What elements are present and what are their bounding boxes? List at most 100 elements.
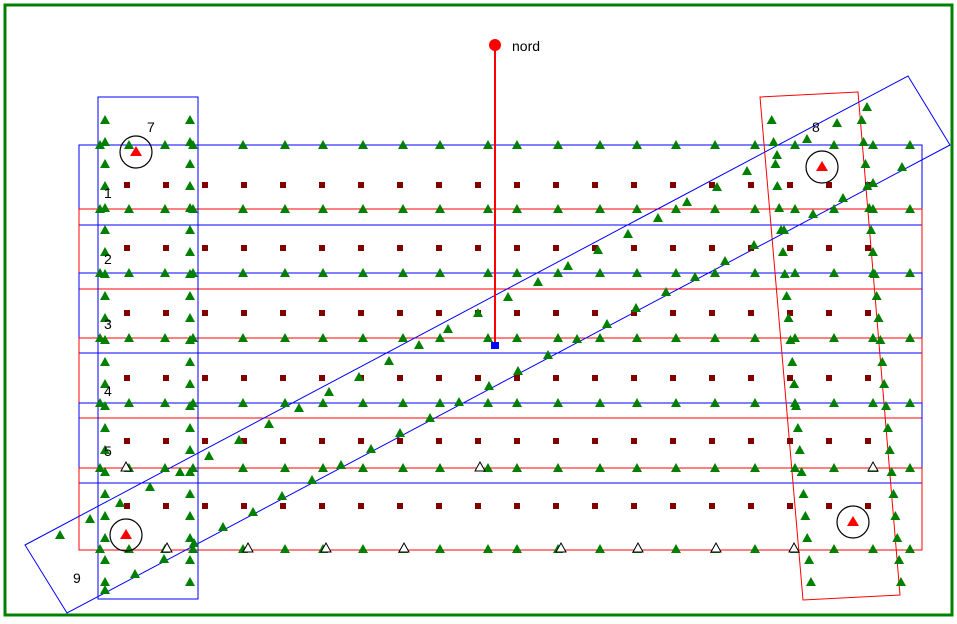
gcp-triangle [710, 333, 720, 342]
gcp-triangle [185, 225, 195, 234]
gcp-triangle [710, 463, 720, 472]
gcp-triangle [238, 463, 248, 472]
check-point-triangle [161, 541, 173, 553]
gcp-triangle [543, 350, 553, 359]
gcp-triangle [792, 423, 803, 432]
gcp-triangle [829, 333, 839, 342]
gcp-triangle [100, 511, 110, 520]
strip-label-9: 9 [73, 570, 81, 586]
gcp-triangle [435, 398, 445, 407]
gcp-triangle [435, 463, 445, 472]
gcp-triangle [358, 333, 368, 342]
gcp-triangle [324, 387, 334, 396]
gcp-triangle [358, 204, 368, 213]
gcp-triangle [892, 533, 903, 542]
tie-point [631, 182, 637, 188]
gcp-triangle [868, 178, 878, 187]
gcp-triangle [875, 335, 886, 344]
gcp-triangle [710, 268, 720, 277]
gcp-triangle [160, 463, 170, 472]
gcp-triangle [95, 463, 105, 472]
gcp-triangle [124, 140, 134, 149]
tie-point [358, 503, 364, 509]
tie-point [436, 438, 442, 444]
tie-point [280, 438, 286, 444]
gcp-triangle [829, 268, 839, 277]
gcp-triangle [435, 140, 445, 149]
gcp-triangle [791, 401, 802, 410]
tie-point [241, 375, 247, 381]
gcp-triangle [774, 203, 785, 212]
tie-point [670, 438, 676, 444]
gcp-triangle [750, 140, 760, 149]
gcp-triangle [873, 313, 884, 322]
gcp-triangle [280, 463, 290, 472]
tie-point [514, 503, 520, 509]
check-point-triangle [474, 460, 486, 472]
gcp-triangle [868, 544, 878, 553]
tie-point [202, 182, 208, 188]
ground-control-triangles [55, 102, 915, 594]
gcp-triangle [124, 268, 134, 277]
gcp-triangle [632, 398, 642, 407]
strip-1 [78, 144, 923, 226]
gcp-triangle [100, 401, 110, 410]
strip-8 [759, 91, 901, 601]
check-point-triangle [867, 460, 879, 472]
gcp-triangle [185, 555, 195, 564]
gcp-triangle [160, 333, 170, 342]
gcp-triangle [772, 181, 783, 190]
gcp-triangle [623, 229, 633, 238]
gcp-triangle [100, 533, 110, 542]
strip-6 [78, 467, 923, 551]
gcp-triangle [905, 268, 915, 277]
gcp-triangle [318, 398, 328, 407]
tie-point [124, 438, 130, 444]
gcp-triangle [366, 444, 376, 453]
gcp-triangle [318, 204, 328, 213]
gcp-triangle [710, 398, 720, 407]
gcp-triangle [100, 423, 110, 432]
tie-point [241, 245, 247, 251]
gcp-triangle [808, 209, 818, 218]
gcp-triangle [881, 401, 892, 410]
tie-point [787, 503, 793, 509]
gcp-triangle [595, 333, 605, 342]
gcp-triangle [897, 162, 907, 171]
gcp-triangle [100, 313, 110, 322]
gcp-triangle [398, 333, 408, 342]
gcp-triangle [238, 333, 248, 342]
tie-point [436, 245, 442, 251]
gcp-triangle [238, 268, 248, 277]
gcp-triangle [503, 292, 513, 301]
check-point-triangle [120, 460, 132, 472]
gcp-triangle [868, 398, 878, 407]
gcp-triangle [595, 544, 605, 553]
gcp-triangle [804, 555, 815, 564]
gcp-triangle [398, 398, 408, 407]
tie-point [748, 182, 754, 188]
tie-point [163, 503, 169, 509]
gcp-triangle [398, 268, 408, 277]
tie-point [319, 503, 325, 509]
gcp-triangle [671, 398, 681, 407]
gcp-triangle [682, 197, 692, 206]
tie-point [592, 245, 598, 251]
tie-point [631, 503, 637, 509]
tie-point [670, 310, 676, 316]
gcp-triangle [553, 204, 563, 213]
gcp-triangle [787, 357, 798, 366]
gcp-triangle [595, 463, 605, 472]
gcp-triangle [866, 225, 877, 234]
gcp-triangle [95, 544, 105, 553]
tie-point [592, 310, 598, 316]
gcp-triangle [772, 150, 782, 159]
gcp-triangle [798, 489, 809, 498]
tie-point [358, 438, 364, 444]
tie-point [397, 310, 403, 316]
gcp-triangle [307, 475, 317, 484]
gcp-triangle [483, 463, 493, 472]
gcp-triangle [100, 489, 110, 498]
strip-label-3: 3 [104, 316, 112, 332]
